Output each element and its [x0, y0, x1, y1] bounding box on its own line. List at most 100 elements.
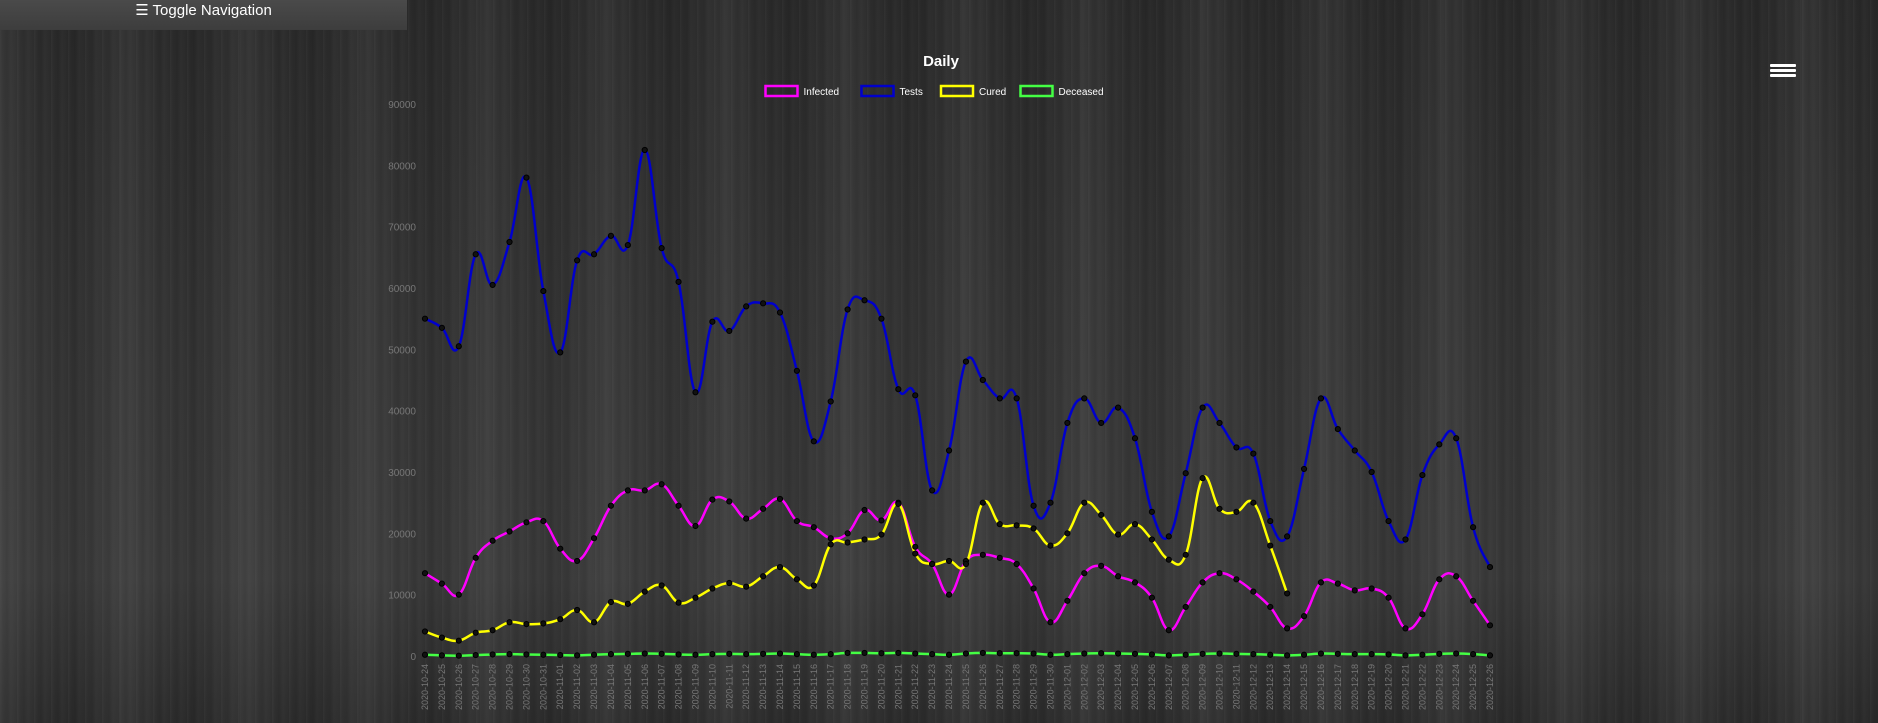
data-point-cured	[658, 582, 665, 589]
x-tick-label: 2020-11-17	[826, 664, 836, 709]
data-point-deceased	[1114, 650, 1122, 657]
data-point-infected	[912, 543, 919, 550]
data-point-deceased	[1233, 650, 1240, 657]
data-point-deceased	[523, 651, 530, 658]
data-point-tests	[743, 303, 750, 310]
y-tick-label: 30000	[388, 468, 416, 479]
data-point-cured	[996, 521, 1003, 528]
data-point-deceased	[1013, 650, 1020, 657]
data-point-deceased	[945, 651, 953, 658]
data-point-infected	[574, 557, 581, 565]
data-point-deceased	[878, 650, 885, 657]
x-tick-label: 2020-12-08	[1181, 664, 1191, 710]
data-point-deceased	[1182, 651, 1189, 658]
x-tick-label: 2020-11-28	[1012, 664, 1022, 709]
data-point-cured	[624, 600, 631, 607]
x-tick-label: 2020-12-12	[1248, 664, 1258, 710]
x-axis: 2020-10-24 2020-10-25 2020-10-26 2020-10-27…	[420, 664, 1495, 710]
data-point-deceased	[692, 651, 699, 658]
x-tick-label: 2020-11-21	[893, 664, 903, 709]
data-point-infected	[844, 530, 851, 537]
chart-legend: Infected Tests Cured Deceased	[764, 84, 1104, 98]
data-point-tests	[506, 238, 513, 246]
x-tick-label: 2020-12-07	[1164, 664, 1174, 710]
x-tick-label: 2020-10-31	[538, 664, 548, 710]
data-point-tests	[1486, 563, 1494, 571]
data-point-tests	[895, 386, 902, 393]
series-points	[421, 146, 1494, 659]
data-point-cured	[472, 629, 479, 636]
data-point-deceased	[996, 650, 1003, 657]
data-point-tests	[523, 174, 530, 181]
y-tick-label: 80000	[388, 161, 416, 172]
data-point-deceased	[1165, 652, 1172, 659]
data-point-tests	[1267, 517, 1274, 525]
data-point-cured	[506, 619, 513, 626]
x-tick-label: 2020-11-03	[589, 664, 599, 709]
legend-swatch	[764, 84, 799, 98]
x-tick-label: 2020-11-02	[572, 664, 582, 709]
x-tick-label: 2020-12-23	[1434, 664, 1444, 710]
legend-label: Cured	[979, 87, 1006, 98]
y-tick-label: 70000	[388, 223, 416, 234]
data-point-deceased	[489, 651, 496, 658]
data-point-tests	[979, 376, 986, 384]
data-point-deceased	[709, 651, 716, 658]
x-tick-label: 2020-12-13	[1265, 664, 1275, 710]
data-point-cured	[438, 634, 446, 641]
data-point-cured	[1148, 536, 1156, 543]
data-point-infected	[607, 502, 615, 509]
x-tick-label: 2020-10-25	[437, 664, 447, 710]
x-tick-label: 2020-12-21	[1400, 664, 1410, 710]
data-point-cured	[1216, 505, 1223, 512]
data-point-infected	[1081, 570, 1088, 577]
x-tick-label: 2020-12-24	[1451, 664, 1461, 710]
data-point-infected	[1047, 619, 1054, 626]
data-point-infected	[438, 580, 446, 587]
data-point-tests	[1182, 470, 1189, 477]
data-point-cured	[1233, 508, 1240, 515]
x-tick-label: 2020-12-20	[1384, 664, 1394, 710]
data-point-deceased	[1486, 652, 1494, 659]
y-tick-label: 10000	[388, 591, 416, 602]
data-point-cured	[590, 619, 598, 626]
data-point-cured	[1098, 511, 1105, 519]
hamburger-menu-icon[interactable]	[1770, 64, 1796, 82]
data-point-cured	[743, 583, 750, 590]
data-point-infected	[658, 481, 665, 488]
data-point-deceased	[540, 651, 547, 658]
data-point-tests	[1469, 524, 1477, 531]
data-point-infected	[472, 554, 479, 561]
data-point-cured	[844, 539, 851, 546]
data-point-infected	[1182, 603, 1189, 611]
data-point-infected	[793, 517, 801, 525]
x-tick-label: 2020-11-07	[657, 664, 667, 709]
data-point-cured	[557, 616, 564, 623]
x-tick-label: 2020-11-20	[876, 664, 886, 709]
legend-label: Tests	[900, 87, 923, 98]
data-point-infected	[1013, 560, 1020, 568]
data-point-deceased	[455, 652, 462, 659]
x-tick-label: 2020-12-05	[1130, 664, 1140, 710]
series-line-deceased	[424, 651, 1491, 657]
data-point-deceased	[1081, 650, 1088, 657]
data-point-deceased	[472, 651, 479, 659]
data-point-deceased	[1098, 650, 1105, 657]
data-point-tests	[726, 327, 733, 335]
data-point-cured	[962, 560, 970, 568]
data-point-deceased	[810, 651, 817, 658]
data-point-deceased	[929, 651, 936, 658]
data-point-cured	[1199, 475, 1206, 482]
data-point-tests	[489, 281, 496, 289]
data-point-tests	[1064, 419, 1071, 427]
data-point-infected	[743, 515, 750, 522]
data-point-deceased	[438, 652, 446, 659]
data-point-cured	[929, 560, 936, 568]
data-point-infected	[1267, 603, 1274, 611]
data-point-infected	[692, 522, 699, 530]
data-point-deceased	[962, 650, 970, 657]
data-point-cured	[1030, 525, 1037, 532]
x-tick-label: 2020-12-22	[1417, 664, 1427, 710]
toggle-navigation-button[interactable]: ☰ Toggle Navigation	[0, 0, 407, 30]
data-point-cured	[1047, 542, 1054, 549]
